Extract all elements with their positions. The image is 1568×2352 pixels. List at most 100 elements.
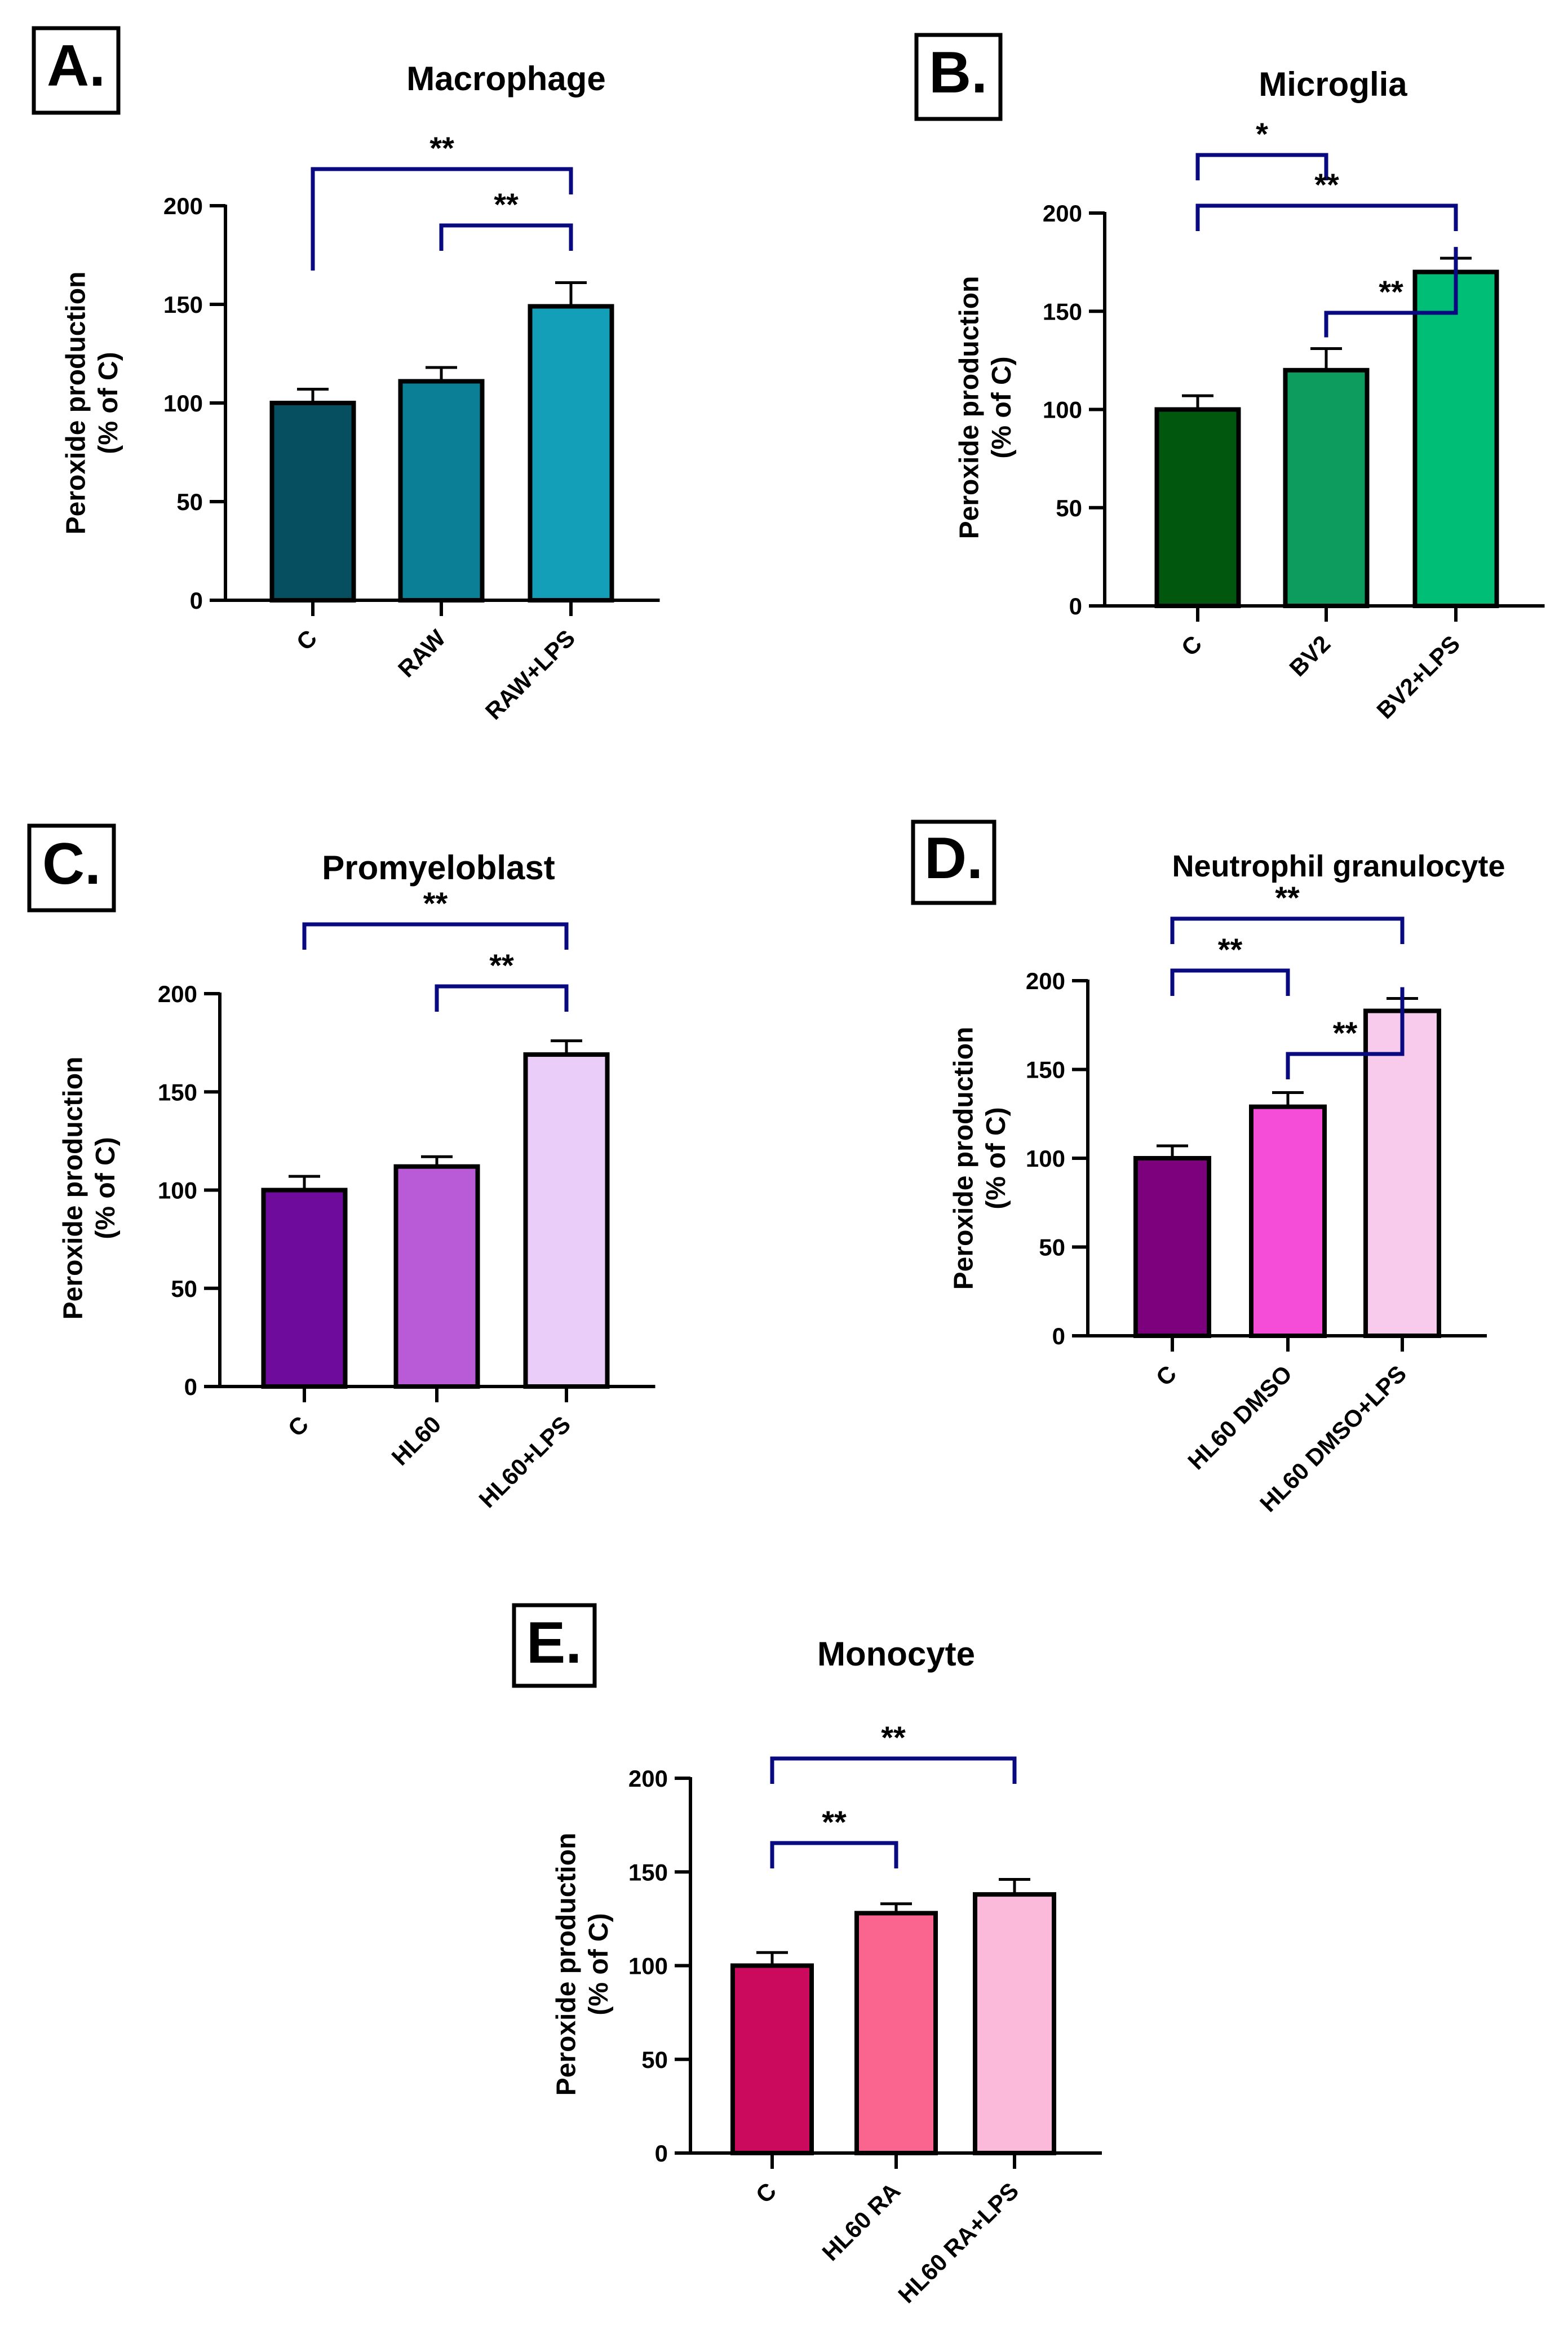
y-axis-label-line2: (% of C) [94, 352, 123, 454]
significance-bracket [770, 1841, 898, 1868]
bar [523, 1052, 610, 1389]
bar [1154, 407, 1241, 608]
bar [1412, 269, 1499, 608]
x-tick-label: RAW [393, 624, 451, 683]
bar [398, 379, 485, 603]
significance-bracket [1324, 247, 1458, 338]
panel-label: E. [526, 1610, 582, 1676]
y-tick-label: 50 [1056, 495, 1082, 521]
significance-bracket [302, 922, 569, 950]
y-axis-label: Peroxide production(% of C) [61, 272, 123, 535]
y-tick-label: 200 [158, 981, 197, 1007]
significance-bracket [435, 984, 569, 1012]
y-tick-label: 0 [184, 1374, 197, 1400]
y-axis-label: Peroxide production(% of C) [954, 276, 1017, 539]
panel-d-neutrophil-granulocyte: D. Neutrophil granulocyte Peroxide product… [911, 820, 1505, 1517]
panel-label: B. [929, 40, 987, 105]
bar [261, 1188, 348, 1389]
y-axis-label-line1: Peroxide production [61, 272, 91, 535]
x-tick-label: C [291, 624, 322, 655]
y-tick-label: 50 [176, 489, 203, 515]
y-tick-label: 100 [1026, 1145, 1065, 1172]
chart-title: Monocyte [817, 1635, 975, 1673]
y-axis-label-line1: Peroxide production [551, 1833, 581, 2096]
chart-title: Microglia [1259, 65, 1407, 103]
significance-label: ** [822, 1804, 847, 1840]
panel-c-promyeloblast: C. Promyeloblast Peroxide production(% of … [27, 823, 655, 1513]
x-tick-label: HL60 RA [817, 2177, 905, 2266]
bar [1363, 1008, 1441, 1339]
y-axis-label-line2: (% of C) [584, 1913, 614, 2015]
y-tick-label: 200 [163, 193, 203, 219]
y-tick-label: 0 [1052, 1323, 1065, 1349]
y-axis-label-line2: (% of C) [987, 356, 1017, 458]
x-tick-label: HL60 [387, 1411, 446, 1470]
panel-label: C. [42, 831, 101, 897]
significance-bracket [770, 1756, 1017, 1784]
significance-bracket [439, 223, 573, 251]
panel-label: A. [47, 33, 105, 99]
y-tick-label: 100 [163, 390, 203, 417]
y-axis-label: Peroxide production(% of C) [551, 1833, 614, 2096]
significance-bracket [1195, 203, 1458, 231]
panel-label-box [911, 820, 996, 905]
significance-bracket [1170, 968, 1290, 996]
bar [854, 1911, 938, 2155]
y-tick-label: 50 [1039, 1234, 1065, 1261]
y-tick-label: 200 [628, 1765, 668, 1792]
y-tick-label: 200 [1026, 968, 1065, 994]
bar [1249, 1104, 1327, 1339]
y-tick-label: 50 [171, 1275, 197, 1302]
panel-a-macrophage: A. Macrophage Peroxide production(% of C) 0… [32, 26, 660, 725]
x-tick-label: HL60 RA+LPS [893, 2177, 1024, 2308]
y-tick-label: 0 [190, 587, 203, 614]
significance-bracket [311, 167, 573, 271]
x-tick-label: BV2 [1284, 630, 1335, 681]
panel-b-microglia: B. Microglia Peroxide production(% of C) 0 5… [914, 33, 1545, 724]
significance-label: ** [494, 187, 519, 222]
significance-label: ** [489, 947, 514, 983]
panel-e-monocyte: E. Monocyte Peroxide production(% of C) 0 50… [512, 1603, 1102, 2308]
y-axis-label-line1: Peroxide production [949, 1027, 978, 1290]
y-tick-label: 150 [1043, 298, 1082, 325]
y-axis-label-line1: Peroxide production [954, 276, 984, 539]
y-tick-label: 150 [163, 291, 203, 318]
significance-label: * [1256, 116, 1268, 152]
significance-bracket [1286, 987, 1405, 1079]
x-tick-label: C [1151, 1360, 1182, 1391]
y-axis-label: Peroxide production(% of C) [949, 1027, 1011, 1290]
y-tick-label: 50 [641, 2047, 668, 2073]
bar [730, 1963, 814, 2155]
chart-title: Macrophage [406, 60, 605, 98]
significance-label: ** [881, 1720, 906, 1755]
significance-label: ** [429, 130, 454, 166]
significance-bracket [1170, 916, 1405, 944]
chart-title: Neutrophil granulocyte [1172, 849, 1505, 883]
y-tick-label: 0 [1069, 593, 1082, 619]
x-tick-label: BV2+LPS [1371, 630, 1465, 724]
bar [1133, 1156, 1211, 1338]
panel-label-box [914, 33, 1003, 121]
x-tick-label: HL60 DMSO [1182, 1360, 1297, 1474]
significance-bracket [1195, 153, 1328, 180]
y-tick-label: 0 [655, 2140, 668, 2167]
significance-label: ** [1314, 167, 1339, 202]
y-tick-label: 150 [158, 1079, 197, 1105]
bar [973, 1892, 1056, 2155]
panel-label-box [27, 823, 116, 913]
y-tick-label: 100 [1043, 397, 1082, 423]
y-axis-label-line2: (% of C) [981, 1107, 1011, 1209]
panel-label: D. [924, 826, 983, 891]
significance-label: ** [1218, 932, 1243, 967]
y-tick-label: 200 [1043, 200, 1082, 227]
x-tick-label: HL60+LPS [473, 1411, 575, 1513]
significance-label: ** [1275, 880, 1300, 915]
bar [269, 401, 356, 603]
y-axis-label-line2: (% of C) [91, 1137, 121, 1239]
panel-label-box [32, 26, 121, 115]
x-tick-label: C [751, 2177, 782, 2208]
significance-label: ** [1333, 1015, 1358, 1051]
y-axis-label-line1: Peroxide production [58, 1057, 88, 1320]
